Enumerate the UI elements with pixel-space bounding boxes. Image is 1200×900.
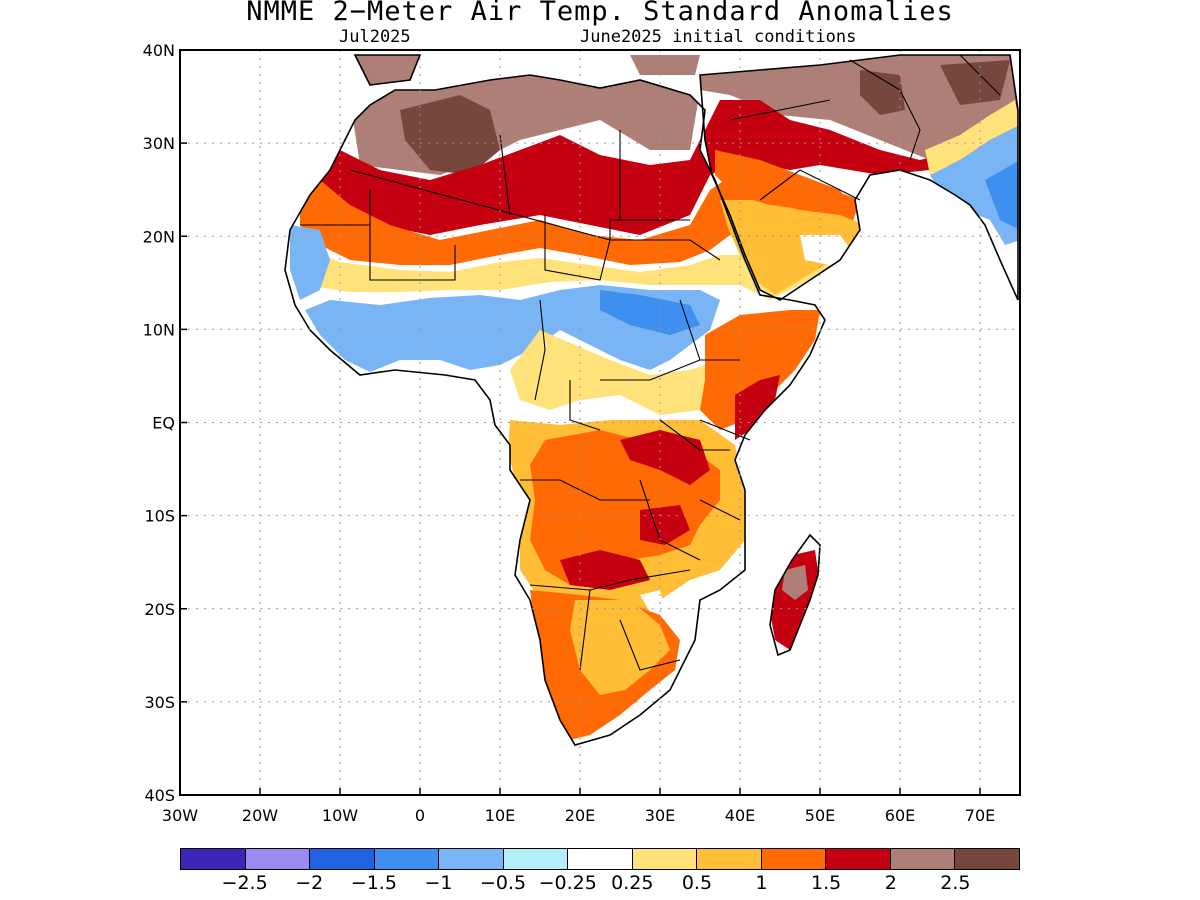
arabia-orange [715,150,850,210]
x-tick-label: 30W [162,806,198,825]
y-tick-label: 40N [143,41,175,60]
west-africa [290,225,330,300]
x-tick-label: 50E [805,806,835,825]
arabia [720,200,865,295]
y-tick-label: 20S [144,600,175,619]
colorbar-swatch [181,849,246,869]
x-tick-label: 0 [415,806,425,825]
colorbar-label: −0.5 [479,872,527,894]
y-tick-label: 30S [144,693,175,712]
colorbar [180,848,1020,870]
central-red-2 [640,505,690,545]
y-tick-label: 30N [143,134,175,153]
colorbar-label: −0.25 [538,872,597,894]
colorbar-label: −1 [424,872,453,894]
colorbar-swatch [374,849,440,869]
colorbar-label: 2 [884,872,897,894]
colorbar-swatch [826,849,891,869]
colorbar-swatch [245,849,311,869]
y-tick-label: 10S [144,507,175,526]
madagascar-2 [782,565,808,600]
colorbar-label: −2 [295,872,324,894]
colorbar-labels: −2.5 −2 −1.5 −1 −0.5 −0.25 0.25 0.5 1 1.5 2 2.5 [0,872,1200,896]
east-orange [700,310,820,430]
sahel-yellow [300,235,875,300]
sahara-core [400,95,500,175]
central-yellow [510,330,730,415]
x-tick-label: 60E [885,806,915,825]
india-2 [985,160,1018,230]
initial-conditions: June2025 initial conditions [580,27,857,47]
central-red-3 [560,550,650,590]
x-tick-label: 20E [565,806,595,825]
colorbar-label: −2.5 [221,872,268,894]
sahara-band [320,100,1018,235]
colorbar-swatch [890,849,956,869]
colorbar-swatch [310,849,375,869]
sahara-core-3 [940,60,1010,105]
colorbar-label: −1.5 [350,872,397,894]
chart-title: NMME 2−Meter Air Temp. Standard Anomalie… [246,0,954,27]
sahara-core-2 [860,70,905,115]
colorbar-swatch [439,849,504,869]
colorbar-label: 1.5 [811,872,842,894]
y-tick-label: EQ [152,414,175,433]
colorbar-label: 0.5 [681,872,713,894]
x-tick-label: 20W [242,806,278,825]
y-tick-label: 10N [143,320,175,339]
colorbar-label: 2.5 [940,872,971,894]
forecast-month: Jul2025 [339,27,411,47]
colorbar-swatch [632,849,698,869]
sahara-north [350,55,1018,175]
x-tick-label: 70E [965,806,995,825]
colorbar-swatch [761,849,827,869]
x-tick-label: 10W [322,806,358,825]
india-yellow [925,100,1018,175]
southern-white [640,590,665,612]
east-red [735,375,780,440]
colorbar-label: 1 [755,872,768,894]
southern-yellow [570,600,670,695]
india [930,125,1018,245]
colorbar-swatch [568,849,633,869]
colorbar-label: 0.25 [611,872,654,894]
x-tick-label: 10E [485,806,515,825]
y-tick-label: 40S [144,786,175,805]
west-africa-3 [600,290,700,335]
colorbar-swatch [955,849,1019,869]
x-tick-label: 30E [645,806,675,825]
colorbar-swatch [503,849,569,869]
y-tick-label: 20N [143,227,175,246]
central-red [620,430,710,485]
colorbar-swatch [697,849,762,869]
x-tick-label: 40E [725,806,755,825]
madagascar [768,550,820,650]
